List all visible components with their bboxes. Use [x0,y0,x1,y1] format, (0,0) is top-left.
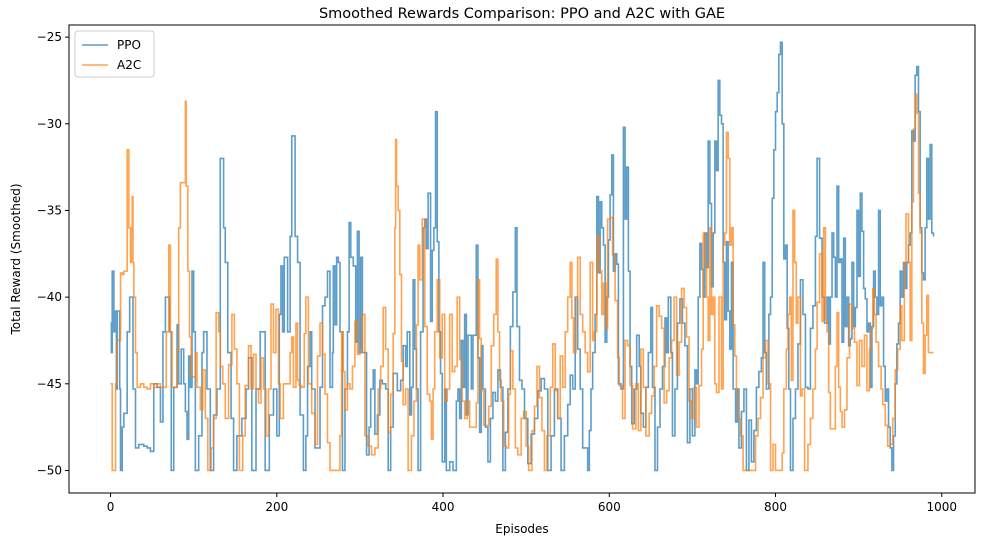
x-tick-label: 1000 [926,500,957,514]
series-line-ppo [110,41,935,472]
y-tick-label: −50 [37,463,62,477]
x-axis-label: Episodes [495,522,548,536]
legend-box [74,30,155,78]
x-tick-label: 0 [107,500,115,514]
chart-title: Smoothed Rewards Comparison: PPO and A2C… [319,6,725,22]
x-tick-label: 600 [598,500,621,514]
y-tick-label: −45 [37,377,62,391]
series-group [110,41,935,472]
y-tick-label: −30 [37,117,62,131]
x-tick-label: 800 [764,500,787,514]
axes-frame [68,24,976,494]
series-line-a2c [110,93,934,472]
y-tick-label: −40 [37,290,62,304]
axes-group: 0 200 400 600 800 1000 −50 −45 −40 −35 −30 −25 [37,24,976,514]
legend-label-ppo: PPO [117,38,141,52]
x-tick-label: 200 [265,500,288,514]
y-tick-label: −35 [37,203,62,217]
y-tick-label: −25 [37,30,62,44]
y-axis-label: Total Reward (Smoothed) [9,183,23,335]
legend: PPO A2C [74,30,155,78]
x-tick-label: 400 [432,500,455,514]
legend-label-a2c: A2C [117,58,141,72]
